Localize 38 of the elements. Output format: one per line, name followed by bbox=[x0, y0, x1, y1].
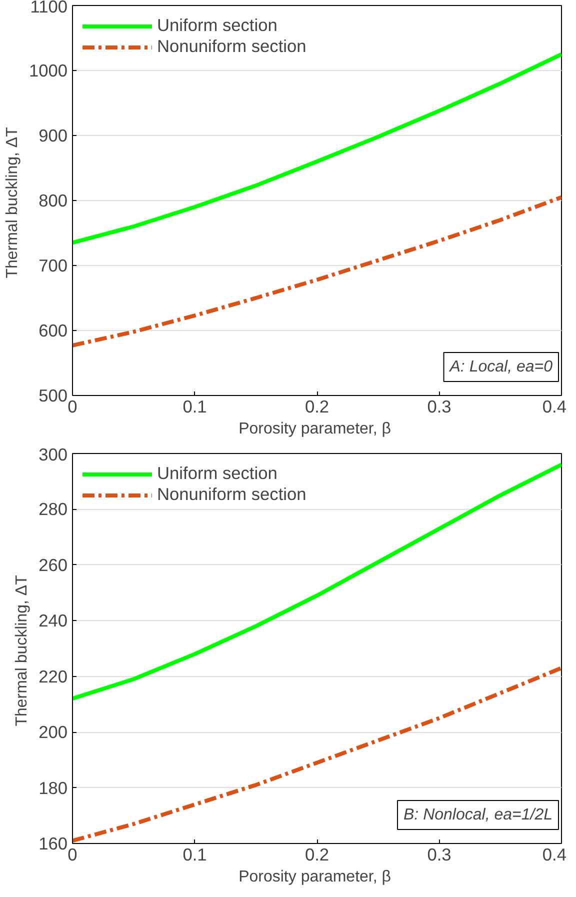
x-tick-label: 0 bbox=[68, 844, 78, 864]
y-tick-label: 280 bbox=[38, 499, 68, 520]
y-tick-label: 800 bbox=[38, 190, 68, 210]
y-tick-label: 180 bbox=[38, 778, 68, 798]
y-tick-label: 1000 bbox=[28, 60, 68, 80]
legend-label: Uniform section bbox=[157, 15, 278, 36]
y-tick-label: 1100 bbox=[30, 0, 68, 16]
x-axis-title: Porosity parameter, β bbox=[238, 420, 391, 438]
x-axis-title: Porosity parameter, β bbox=[238, 868, 391, 886]
legend-label: Nonuniform section bbox=[157, 484, 306, 505]
y-tick-label: 900 bbox=[38, 126, 68, 146]
line-series bbox=[72, 195, 562, 348]
x-tick-label: 0.2 bbox=[304, 844, 330, 864]
y-axis-title: Thermal buckling, ΔT bbox=[4, 126, 21, 278]
y-tick-label: 700 bbox=[38, 256, 68, 276]
y-tick-label: 160 bbox=[38, 834, 68, 854]
y-tick-label: 200 bbox=[38, 722, 68, 742]
y-tick-label: 260 bbox=[38, 554, 68, 575]
x-tick-label: 0.2 bbox=[304, 396, 330, 416]
x-tick-label: 0.4 bbox=[542, 844, 567, 864]
line-series bbox=[72, 462, 562, 701]
y-tick-label: 600 bbox=[38, 320, 68, 340]
annotation: B: Nonlocal, ea=1/2L bbox=[404, 806, 553, 824]
legend-label: Uniform section bbox=[157, 463, 278, 484]
y-tick-label: 240 bbox=[38, 610, 68, 631]
legend-label: Nonuniform section bbox=[157, 36, 306, 57]
y-tick-label: 220 bbox=[38, 666, 68, 686]
y-axis-title: Thermal buckling, ΔT bbox=[14, 574, 31, 726]
x-tick-label: 0 bbox=[68, 396, 78, 416]
x-tick-label: 0.3 bbox=[427, 844, 452, 864]
y-tick-label: 500 bbox=[38, 386, 68, 406]
line-series bbox=[72, 52, 562, 245]
y-tick-label: 300 bbox=[38, 444, 68, 464]
x-tick-label: 0.1 bbox=[182, 396, 207, 416]
x-tick-label: 0.4 bbox=[542, 396, 567, 416]
x-tick-label: 0.1 bbox=[182, 844, 207, 864]
annotation: A: Local, ea=0 bbox=[448, 358, 553, 376]
x-tick-label: 0.3 bbox=[427, 396, 452, 416]
